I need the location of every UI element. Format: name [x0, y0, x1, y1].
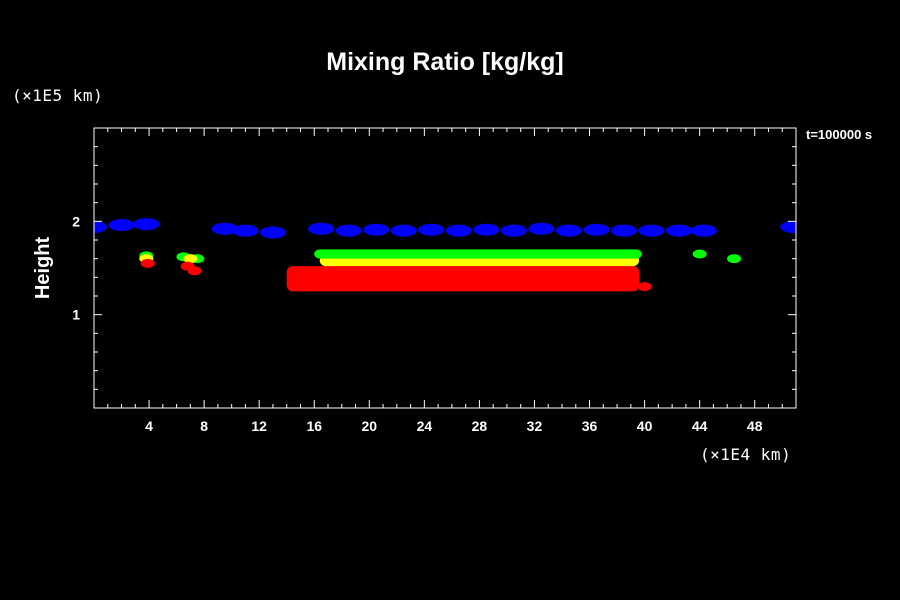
- x-tick-label: 4: [145, 418, 153, 434]
- x-tick-label: 40: [637, 418, 653, 434]
- blue-blob: [211, 222, 238, 235]
- red-band: [286, 266, 640, 292]
- blue-blob: [610, 224, 637, 237]
- blue-blob: [666, 224, 692, 237]
- red-blob: [637, 282, 652, 292]
- blue-blob: [363, 223, 390, 236]
- blue-blob: [390, 224, 417, 237]
- x-tick-label: 24: [417, 418, 433, 434]
- blue-blob: [335, 224, 362, 237]
- blue-blob: [690, 224, 717, 237]
- blue-blob: [108, 219, 135, 232]
- blue-blob: [94, 220, 107, 233]
- data-layer: [94, 218, 796, 292]
- blue-blob: [259, 226, 286, 239]
- x-tick-label: 8: [200, 418, 208, 434]
- blue-blob: [583, 223, 610, 236]
- x-tick-label: 48: [747, 418, 763, 434]
- red-blob: [187, 266, 202, 276]
- blue-blob: [232, 224, 259, 237]
- yellow-blob: [183, 254, 198, 264]
- blue-blob: [780, 220, 796, 233]
- red-blob: [140, 258, 155, 268]
- blue-blob: [638, 224, 665, 237]
- blue-blob: [133, 218, 160, 231]
- green-blob: [692, 249, 707, 259]
- time-label: t=100000 s: [806, 127, 873, 142]
- x-tick-label: 28: [472, 418, 488, 434]
- blue-blob: [528, 222, 555, 235]
- x-tick-label: 20: [362, 418, 378, 434]
- y-axis-label: Height: [32, 237, 54, 300]
- blue-blob: [445, 224, 472, 237]
- green-band: [314, 249, 642, 259]
- blue-blob: [473, 223, 500, 236]
- x-tick-label: 32: [527, 418, 543, 434]
- x-tick-label: 12: [251, 418, 267, 434]
- y-unit-label: (×1E5 km): [12, 86, 104, 105]
- x-tick-label: 44: [692, 418, 708, 434]
- chart-title: Mixing Ratio [kg/kg]: [326, 48, 564, 76]
- blue-blob: [500, 224, 527, 237]
- blue-blob: [555, 224, 582, 237]
- blue-blob: [308, 222, 335, 235]
- y-tick-label: 1: [72, 307, 80, 323]
- x-unit-label: (×1E4 km): [700, 445, 792, 464]
- y-tick-label: 2: [72, 213, 80, 229]
- plot-frame: [93, 127, 797, 409]
- green-blob: [727, 254, 742, 264]
- x-tick-label: 36: [582, 418, 598, 434]
- x-tick-label: 16: [306, 418, 322, 434]
- blue-blob: [418, 223, 445, 236]
